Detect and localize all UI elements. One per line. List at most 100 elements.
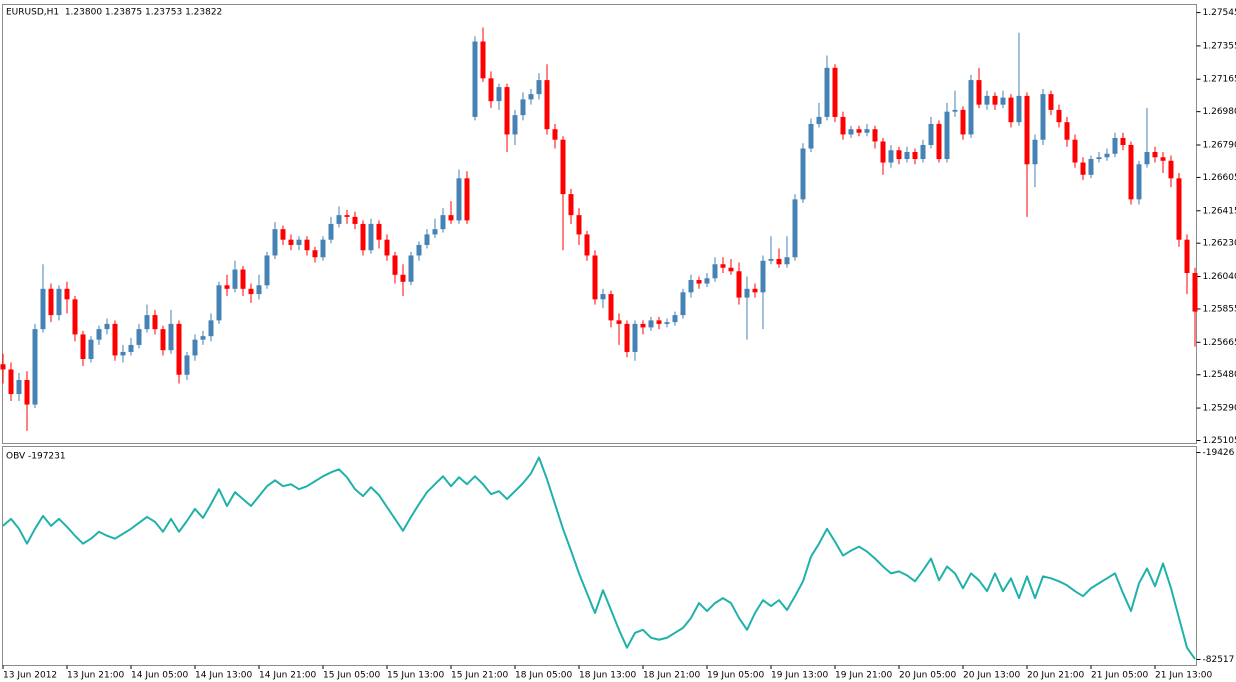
x-tick-label: 20 Jun 13:00 — [963, 671, 1020, 681]
candle-body — [32, 329, 38, 405]
obv-title: OBV -197231 — [6, 452, 66, 462]
candle-body — [480, 41, 486, 79]
candle-body — [776, 258, 782, 265]
y-tick-label: 1.26230 — [1203, 239, 1236, 249]
candle-body — [976, 80, 982, 105]
candle-body — [176, 323, 182, 375]
y-tick-label: 1.25480 — [1203, 370, 1236, 380]
candle-body — [168, 323, 174, 351]
y-tick-label: 1.26980 — [1203, 107, 1236, 117]
candle-body — [672, 315, 678, 323]
x-tick-label: 19 Jun 21:00 — [835, 671, 892, 681]
x-tick-label: 21 Jun 13:00 — [1155, 671, 1212, 681]
candle-body — [200, 336, 206, 340]
candle-body — [224, 285, 230, 289]
candle-body — [1176, 178, 1182, 240]
x-tick-label: 15 Jun 05:00 — [323, 671, 380, 681]
candle-body — [40, 288, 46, 330]
candle-body — [592, 255, 598, 300]
x-tick-label: 18 Jun 05:00 — [515, 671, 572, 681]
candle-body — [1040, 94, 1046, 140]
candle-body — [520, 99, 526, 116]
candle-body — [304, 239, 310, 251]
candle-body — [1008, 97, 1014, 123]
candle-body — [24, 380, 30, 405]
candle-body — [496, 87, 502, 102]
candle-body — [152, 315, 158, 330]
candle-body — [784, 257, 790, 265]
candle-body — [80, 334, 86, 359]
candle-body — [656, 320, 662, 324]
y-tick-label: 1.26605 — [1203, 173, 1236, 183]
candle-body — [512, 115, 518, 135]
candle-body — [408, 255, 414, 282]
candle-body — [400, 274, 406, 282]
x-tick-label: 19 Jun 13:00 — [771, 671, 828, 681]
candle-body — [664, 322, 670, 324]
candle-body — [848, 129, 854, 135]
candle-body — [144, 315, 150, 330]
candle-body — [0, 364, 6, 370]
candle-body — [56, 288, 62, 316]
candle-body — [648, 320, 654, 328]
candle-body — [368, 223, 374, 251]
candle-body — [440, 215, 446, 230]
candle-body — [800, 148, 806, 200]
candle-body — [240, 269, 246, 289]
candle-body — [456, 178, 462, 221]
candle-body — [576, 215, 582, 235]
candle-body — [544, 80, 550, 130]
candle-body — [872, 129, 878, 142]
y-tick-label: -19426 — [1203, 448, 1235, 458]
candle-body — [160, 329, 166, 351]
candle-body — [992, 95, 998, 105]
candle-body — [600, 294, 606, 300]
candle-body — [416, 244, 422, 256]
candle-body — [904, 152, 910, 160]
y-tick-label: 1.25105 — [1203, 436, 1236, 446]
candle-body — [744, 288, 750, 298]
candle-body — [936, 123, 942, 160]
candle-body — [1080, 162, 1086, 175]
candle-body — [1064, 122, 1070, 140]
candle-body — [536, 80, 542, 95]
candle-body — [752, 288, 758, 293]
price-title: EURUSD,H1 1.23800 1.23875 1.23753 1.2382… — [6, 8, 222, 18]
y-tick-label: 1.25855 — [1203, 304, 1236, 314]
candle-body — [568, 194, 574, 216]
x-tick-label: 15 Jun 13:00 — [387, 671, 444, 681]
candle-body — [72, 299, 78, 335]
x-tick-label: 21 Jun 05:00 — [1091, 671, 1148, 681]
y-tick-label: 1.25290 — [1203, 404, 1236, 414]
candle-body — [296, 239, 302, 245]
candle-body — [960, 109, 966, 135]
y-tick-label: 1.26040 — [1203, 272, 1236, 282]
candle-body — [288, 239, 294, 245]
x-tick-label: 13 Jun 21:00 — [67, 671, 124, 681]
x-tick-label: 14 Jun 21:00 — [259, 671, 316, 681]
candle-body — [272, 229, 278, 256]
candle-body — [1136, 164, 1142, 200]
candle-body — [1104, 153, 1110, 158]
candle-body — [688, 280, 694, 293]
candle-body — [1112, 137, 1118, 154]
candle-body — [1056, 109, 1062, 123]
candle-body — [16, 380, 22, 395]
candle-body — [1048, 94, 1054, 110]
candle-body — [560, 139, 566, 195]
candle-body — [880, 141, 886, 163]
candle-body — [1128, 144, 1134, 200]
candle-body — [808, 123, 814, 149]
candle-body — [1192, 273, 1198, 312]
candle-body — [624, 323, 630, 352]
candle-body — [616, 320, 622, 324]
candle-body — [448, 215, 454, 221]
candle-body — [640, 323, 646, 328]
candle-body — [928, 123, 934, 145]
candle-body — [704, 278, 710, 284]
candle-body — [504, 87, 510, 135]
candle-body — [1144, 152, 1150, 165]
candle-body — [864, 129, 870, 133]
